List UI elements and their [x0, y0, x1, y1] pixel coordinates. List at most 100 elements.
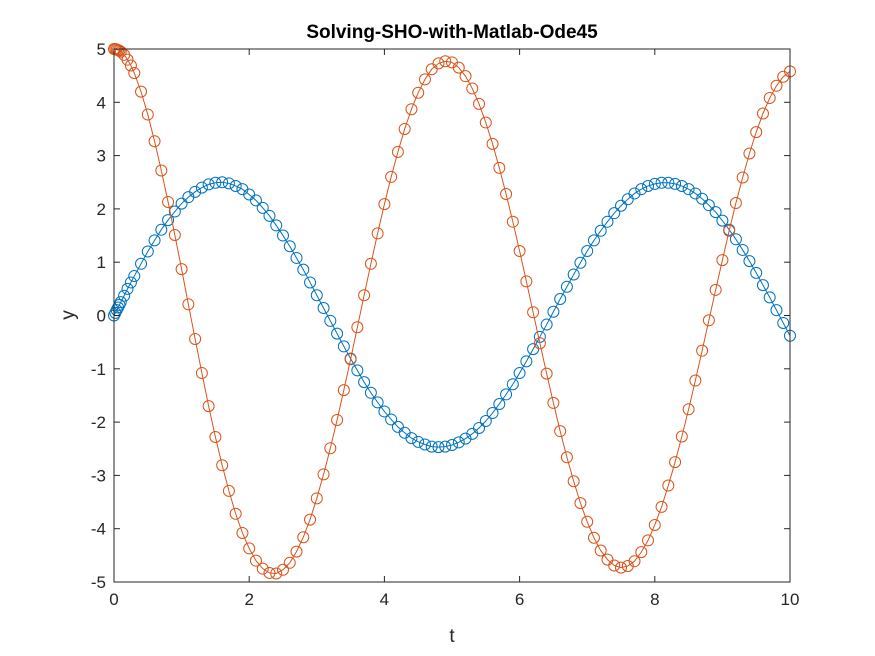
- series-2-point: [263, 566, 276, 579]
- chart-title: Solving-SHO-with-Matlab-Ode45: [306, 22, 598, 43]
- series-1-point: [628, 187, 641, 200]
- y-tick-label: -2: [91, 413, 106, 432]
- series-2-point: [581, 515, 594, 528]
- series-1-point: [581, 245, 594, 258]
- series-2-line: [114, 48, 791, 574]
- x-axis-label: t: [449, 626, 455, 647]
- series-2-point: [351, 321, 364, 334]
- series-1-point: [405, 432, 418, 445]
- series-1-point: [736, 243, 749, 256]
- series-1-point: [109, 306, 122, 319]
- series-1-point: [452, 436, 465, 449]
- series-1-point: [168, 205, 181, 218]
- series-2-point: [148, 135, 161, 148]
- series-1-point: [500, 388, 513, 401]
- series-2-point: [364, 257, 377, 270]
- series-1-point: [540, 318, 553, 331]
- series-2-point: [412, 86, 425, 99]
- series-2-point: [283, 556, 296, 569]
- y-axis-label: y: [58, 310, 79, 320]
- series-1-point: [378, 405, 391, 418]
- series-2-point: [304, 513, 317, 526]
- series-2-point: [723, 224, 736, 237]
- series-1-point: [662, 176, 675, 189]
- series-1-point: [297, 263, 310, 276]
- series-2-point: [135, 85, 148, 98]
- series-2-point: [310, 492, 323, 505]
- series-1-point: [696, 192, 709, 205]
- series-1-point: [479, 415, 492, 428]
- y-tick-label: -5: [91, 573, 106, 592]
- series-2-point: [141, 108, 154, 121]
- series-2-point: [763, 92, 776, 105]
- series-2-point: [750, 126, 763, 139]
- series-1-point: [189, 185, 202, 198]
- series-1-point: [709, 206, 722, 219]
- series-2-point: [669, 456, 682, 469]
- x-tick-label: 0: [109, 590, 118, 609]
- series-1-point: [520, 355, 533, 368]
- series-1-point: [642, 179, 655, 192]
- y-tick-label: 4: [97, 93, 106, 112]
- series-1-point: [324, 314, 337, 327]
- series-2-point: [189, 332, 202, 345]
- series-1-point: [763, 291, 776, 304]
- series-1-point: [743, 255, 756, 268]
- series-1-point: [209, 176, 222, 189]
- series-1-point: [114, 296, 127, 309]
- series-1-point: [729, 233, 742, 246]
- series-1-point: [567, 268, 580, 281]
- series-1-point: [439, 440, 452, 453]
- series-1-point: [655, 176, 668, 189]
- series-1-point: [702, 199, 715, 212]
- series-1-point: [270, 219, 283, 232]
- series-2-point: [162, 195, 175, 208]
- series-2-point: [709, 283, 722, 296]
- y-tick-label: -4: [91, 520, 106, 539]
- series-2-point: [560, 451, 573, 464]
- series-1-point: [358, 376, 371, 389]
- series-1-point: [121, 282, 134, 295]
- series-2-point: [249, 554, 262, 567]
- series-1-point: [331, 327, 344, 340]
- series-2-point: [418, 73, 431, 86]
- x-tick-label: 8: [650, 590, 659, 609]
- y-tick-label: 5: [97, 40, 106, 59]
- series-2-point: [378, 198, 391, 211]
- series-1-point: [601, 215, 614, 228]
- series-1-point: [756, 279, 769, 292]
- series-2-point: [479, 116, 492, 129]
- series-2-point: [331, 413, 344, 426]
- series-2-point: [513, 245, 526, 258]
- series-2-point: [736, 171, 749, 184]
- series-1-point: [648, 177, 661, 190]
- series-1-point: [446, 439, 458, 452]
- series-2-point: [500, 187, 513, 200]
- series-2-point: [175, 263, 188, 276]
- series-1-point: [175, 197, 188, 210]
- series-2-point: [297, 531, 310, 544]
- series-2-point: [547, 396, 560, 409]
- series-2-point: [270, 567, 283, 580]
- series-1-point: [195, 181, 208, 194]
- series-1-point: [574, 256, 587, 269]
- series-2-point: [770, 79, 783, 92]
- series-1-point: [337, 340, 350, 353]
- series-1-point: [364, 386, 377, 399]
- series-2-point: [358, 289, 371, 302]
- series-2-point: [662, 479, 675, 492]
- y-tick-label: -1: [91, 360, 106, 379]
- y-axis-ticks: -5 -4 -3 -2 -1 0 1 2 3 4 5: [91, 40, 790, 592]
- series-1-point: [493, 397, 506, 410]
- series-2-point: [615, 561, 627, 574]
- series-1-point: [669, 177, 682, 190]
- series-2-point: [574, 497, 587, 510]
- series-1-point: [283, 240, 296, 253]
- series-2-point: [696, 344, 709, 357]
- series-1-point: [162, 214, 175, 227]
- series-1-point: [290, 251, 303, 264]
- series-2-point: [506, 215, 519, 228]
- series-2-point: [486, 137, 499, 150]
- x-tick-label: 2: [244, 590, 253, 609]
